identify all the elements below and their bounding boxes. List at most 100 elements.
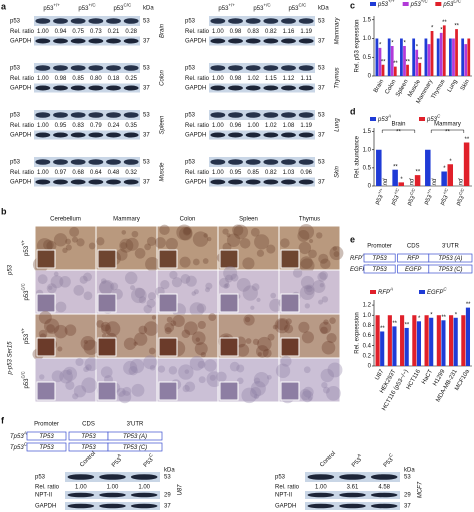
ihc-texture [165, 237, 178, 251]
ihc-texture [85, 364, 92, 371]
ihc-texture [96, 237, 105, 246]
ihc-inset [280, 381, 300, 401]
construct-text: TP53 (C) [438, 267, 462, 273]
ihc-texture [236, 343, 250, 357]
ihc-texture [169, 270, 178, 280]
ihc-texture [257, 352, 262, 357]
ihc-texture [100, 366, 113, 379]
ihc-texture [146, 299, 156, 308]
ratio-value: 1.00 [212, 123, 224, 129]
superscript: +/C [421, 0, 429, 4]
lane-label: Control [79, 451, 97, 469]
ihc-texture [250, 380, 266, 396]
legend-label: p53A [377, 114, 391, 123]
kda-value: 53 [318, 113, 325, 119]
row-label: Rel. ratio [185, 29, 210, 35]
ihc-texture [321, 382, 328, 389]
ihc-texture [202, 258, 209, 264]
kda-value: 37 [318, 133, 325, 139]
blot-band [245, 132, 261, 138]
blot-band [263, 112, 279, 118]
row-label: p53 [10, 19, 21, 25]
construct-text: TP53 [39, 445, 54, 451]
blot-band [245, 18, 261, 24]
construct-text: EGFP [405, 267, 421, 273]
blot-strip [209, 16, 315, 26]
genotype-label: p53+/C [78, 3, 96, 12]
ratio-value: 1.08 [283, 123, 295, 129]
ihc-texture [184, 321, 198, 336]
bar [436, 315, 441, 366]
significance: * [403, 41, 406, 47]
bar [461, 315, 466, 366]
bar [406, 64, 409, 76]
ihc-inset [97, 293, 117, 313]
ihc-texture [100, 321, 111, 332]
construct-text: TP53 (A) [123, 434, 147, 440]
x-tick-label: U87 [375, 368, 386, 381]
value-label: nd [432, 178, 438, 185]
ihc-texture [83, 291, 93, 301]
ihc-texture [53, 271, 59, 277]
y-tick-label: 1.0 [363, 36, 372, 42]
ihc-texture [322, 386, 330, 394]
y-tick-label: 0 [368, 74, 372, 80]
tissue-label: Colon [160, 70, 166, 86]
construct-text: TP53 (A) [438, 256, 462, 262]
ihc-texture [276, 319, 288, 331]
blot-band [210, 179, 226, 185]
construct-header: Promoter [367, 244, 392, 250]
ihc-texture [266, 244, 276, 254]
ratio-value: 1.00 [212, 170, 224, 176]
ihc-texture [320, 368, 335, 383]
ihc-texture [119, 238, 134, 253]
ihc-texture [73, 385, 87, 398]
legend-swatch [402, 2, 409, 6]
ihc-texture [200, 351, 206, 358]
ihc-texture [65, 380, 75, 390]
text-part: Tp53 [10, 434, 24, 440]
ratio-value: 0.83 [247, 29, 259, 35]
ratio-value: 0.97 [55, 170, 67, 176]
panel-label: e [350, 234, 355, 244]
legend-label: p53+/+ [377, 0, 395, 8]
bar [390, 46, 394, 76]
blot-band [210, 65, 226, 71]
kda-value: 53 [318, 19, 325, 25]
blot-band [281, 18, 296, 24]
ihc-texture [65, 238, 72, 245]
ihc-texture [166, 316, 173, 323]
ihc-inset [219, 249, 239, 269]
ratio-value: 0.82 [265, 29, 277, 35]
ihc-texture [51, 370, 64, 383]
x-tick-label: p53+/+ [372, 187, 388, 206]
ihc-texture [319, 271, 329, 280]
ihc-texture [50, 275, 64, 289]
genotype-label: p53C/C [113, 3, 132, 12]
ihc-texture [326, 385, 341, 401]
ihc-texture [224, 274, 233, 283]
ihc-texture [316, 232, 323, 239]
blot-band [35, 65, 51, 71]
superscript: C/C [21, 371, 26, 378]
blot-band [70, 18, 86, 24]
blot-band [123, 85, 139, 91]
blot-band [228, 65, 243, 71]
significance: * [416, 44, 419, 50]
blot-band [99, 503, 126, 509]
y-tick-label: 0.6 [363, 333, 372, 339]
superscript: +/+ [228, 3, 235, 8]
construct-text: TP53 [372, 256, 387, 262]
ihc-texture [232, 224, 244, 236]
ihc-texture [46, 283, 57, 294]
ihc-texture [317, 272, 327, 282]
blot-band [53, 85, 68, 91]
ihc-texture [321, 340, 336, 355]
blot-band [130, 492, 158, 498]
ihc-texture [189, 302, 205, 317]
ihc-texture [209, 374, 216, 381]
legend-swatch [435, 2, 442, 6]
ihc-texture [243, 314, 255, 326]
ratio-value: 1.00 [247, 123, 259, 129]
ihc-texture [298, 224, 315, 240]
